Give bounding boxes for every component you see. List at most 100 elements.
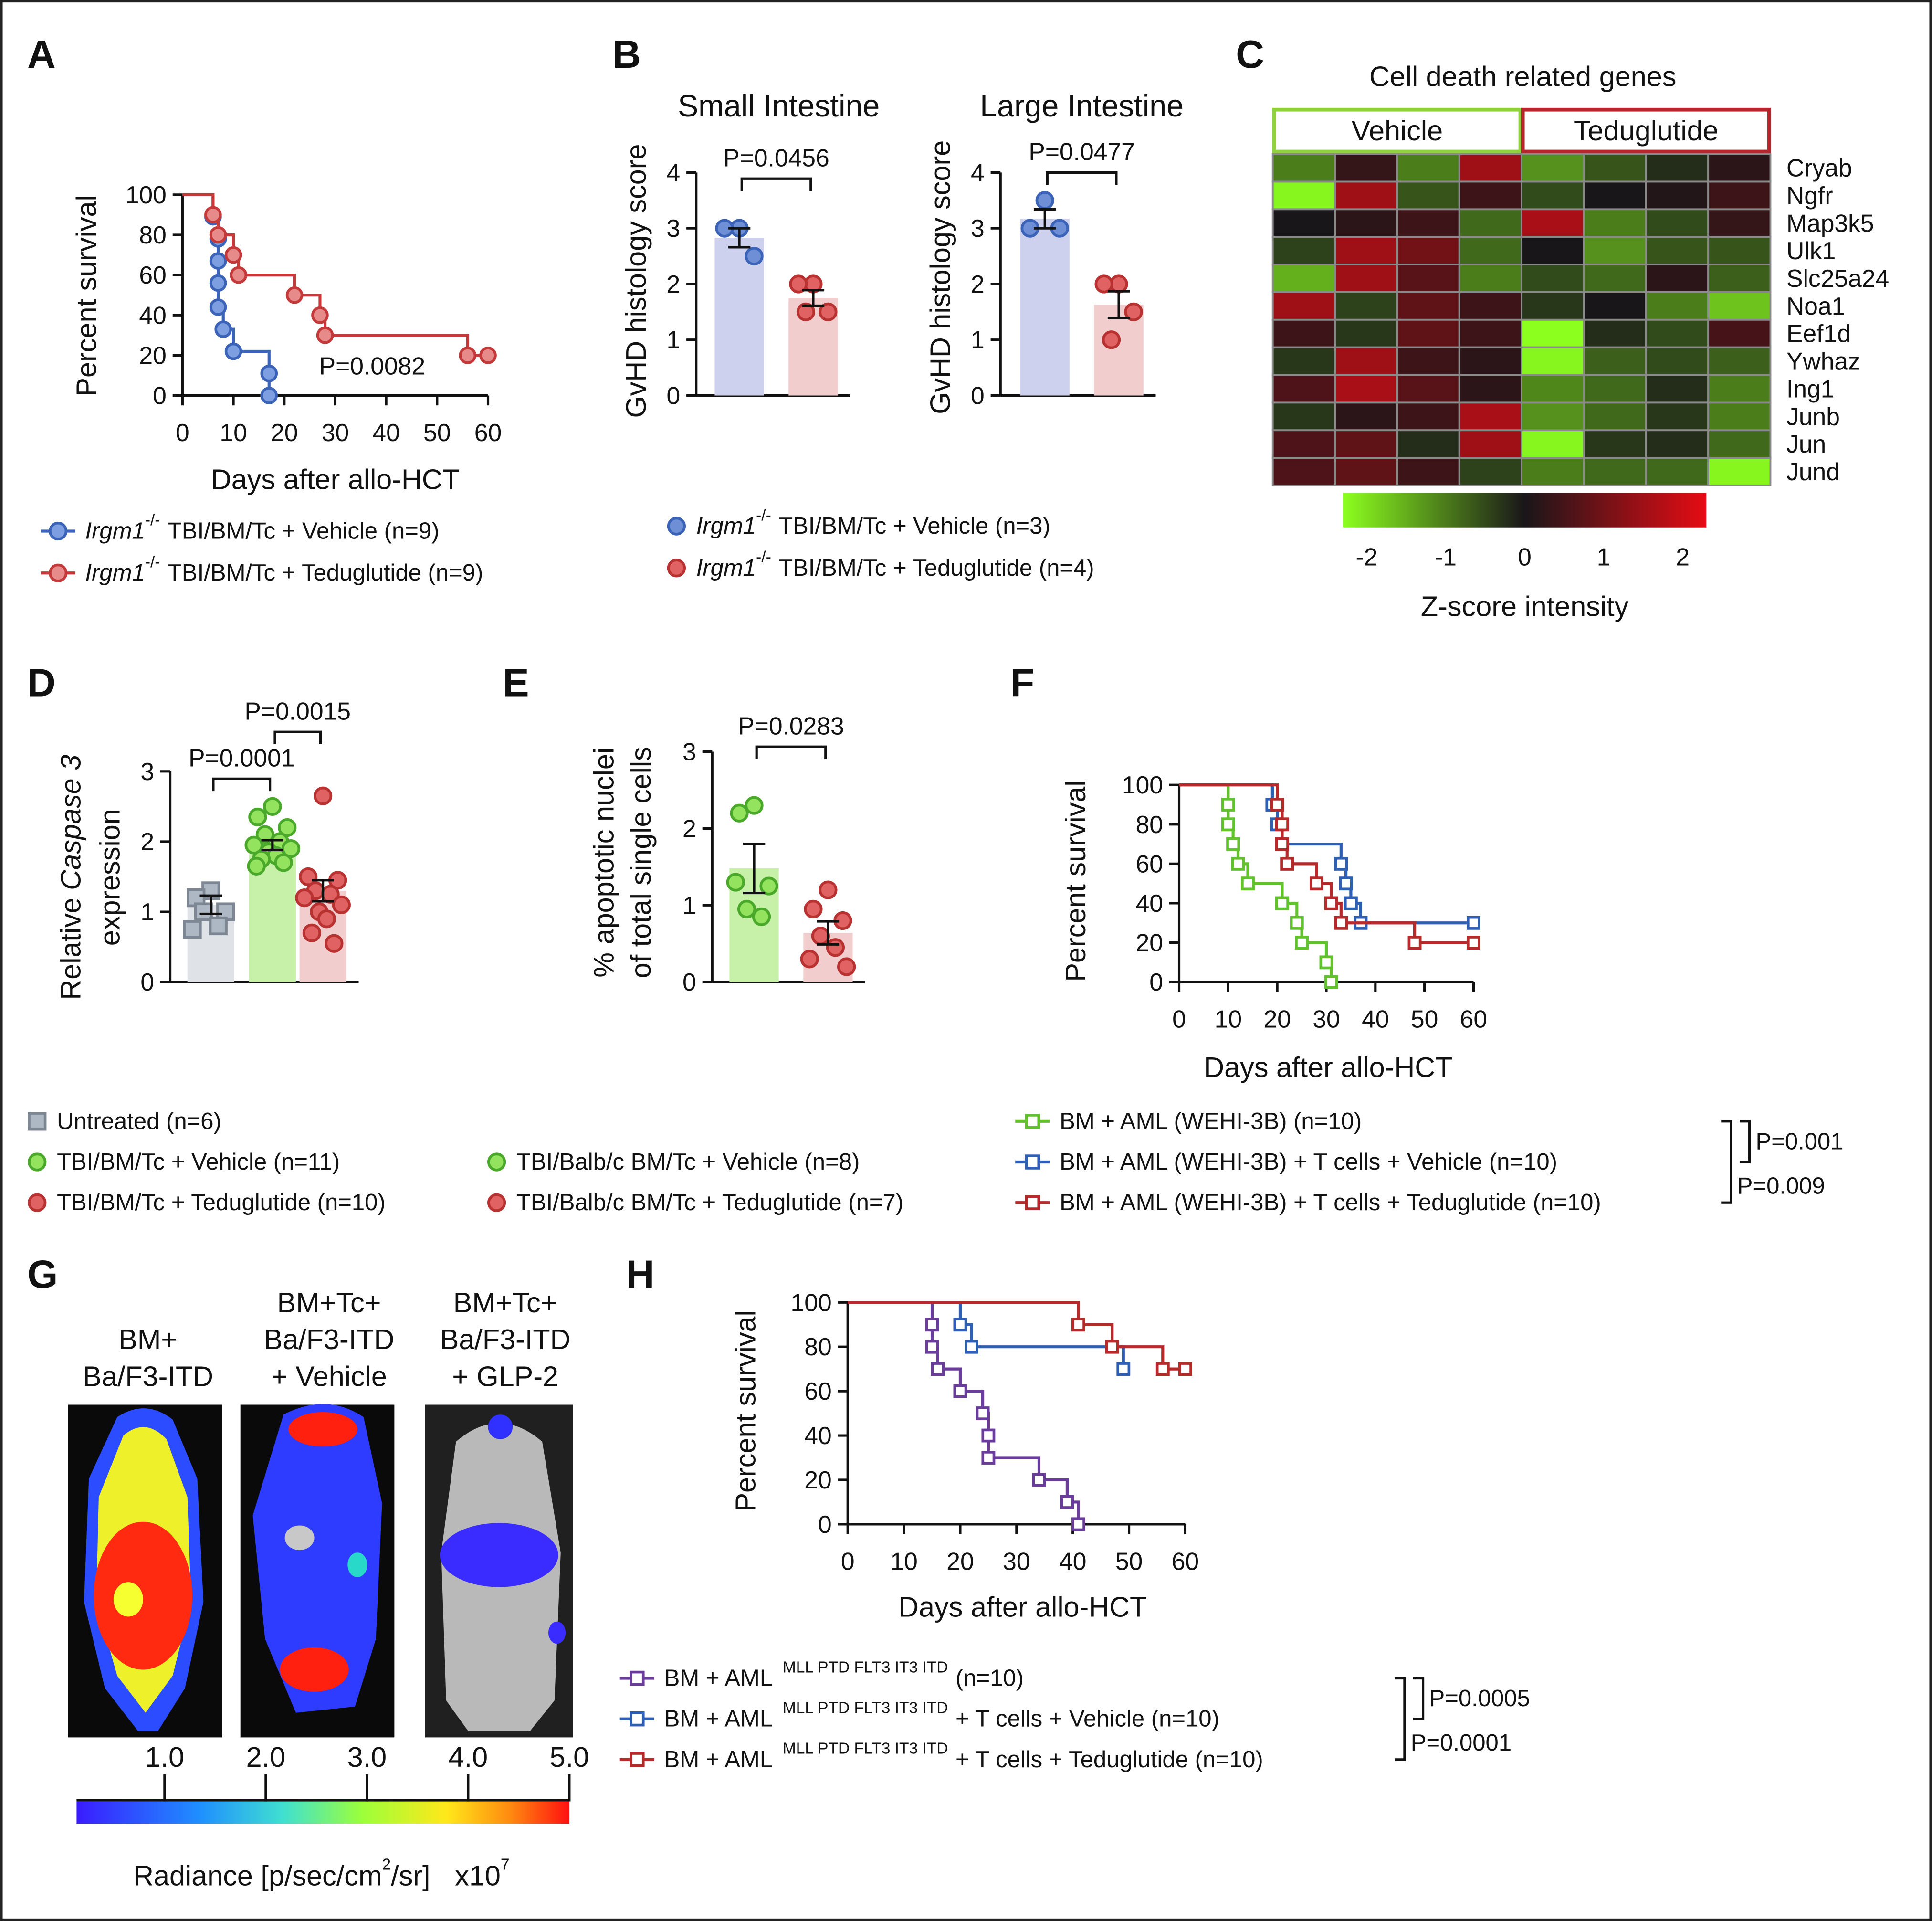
legend-label: Irgm1-/- TBI/BM/Tc + Teduglutide (n=4) (696, 548, 1094, 581)
y-tick-label: 20 (804, 1466, 831, 1494)
chart-title: Large Intestine (980, 89, 1184, 123)
survival-marker (976, 1406, 990, 1421)
heatmap-cell (1583, 264, 1647, 293)
heatmap-cell (1396, 318, 1460, 348)
data-point (209, 916, 228, 936)
row-label: Ywhaz (1786, 348, 1860, 375)
survival-marker (224, 342, 242, 360)
panel-letter: A (27, 32, 56, 76)
heatmap-cell (1521, 401, 1585, 432)
p-value: P=0.0456 (723, 144, 829, 171)
column-group-label: Teduglutide (1574, 115, 1719, 147)
p-value: P=0.0283 (738, 712, 844, 739)
text-part: Untreated (n=6) (57, 1108, 221, 1134)
y-tick-label: 3 (666, 214, 680, 242)
step-segment (960, 1390, 985, 1414)
survival-curve (182, 193, 497, 364)
x-tick-label: 50 (423, 419, 451, 446)
x-tick-label: 50 (1411, 1005, 1438, 1033)
colorbar-label: Radiance [p/sec/cm2/sr] x107 (133, 1856, 509, 1891)
heatmap-cell (1583, 401, 1647, 432)
heatmap-cell (1645, 457, 1710, 486)
colorbar-tick-label: 2 (1676, 543, 1690, 571)
heatmap-cell (1271, 346, 1336, 376)
heatmap-cell (1707, 429, 1772, 459)
text-part: Irgm1 (696, 513, 756, 539)
row-label: Ing1 (1786, 375, 1834, 402)
x-tick-label: 30 (1312, 1005, 1340, 1033)
legend-label: Untreated (n=6) (57, 1108, 221, 1134)
mouse-signal (488, 1414, 513, 1439)
bracket (1395, 1677, 1406, 1761)
y-axis-label: Percent survival (729, 1310, 761, 1511)
heatmap-cell (1583, 374, 1647, 404)
text-part: TBI/BM/Tc + Teduglutide (n=4) (778, 555, 1094, 581)
text-part: TBI/Balb/c BM/Tc + Vehicle (n=8) (516, 1149, 860, 1175)
legend-marker (28, 1112, 47, 1131)
heatmap-cell (1396, 401, 1460, 432)
text-part: Irgm1 (696, 555, 756, 581)
legend-marker (1025, 1154, 1040, 1170)
data-point (745, 796, 764, 815)
row-label: Eef1d (1786, 320, 1851, 348)
heatmap-cell (1334, 153, 1398, 183)
heatmap-cell (1334, 208, 1398, 238)
data-point (819, 880, 838, 899)
heatmap-cell (1396, 208, 1460, 238)
data-point (737, 899, 756, 918)
heatmap-cell (1334, 429, 1398, 459)
row-label: Jun (1786, 430, 1826, 458)
text-part: BM + AML (WEHI-3B) (n=10) (1060, 1108, 1362, 1134)
heatmap-cell (1334, 346, 1398, 376)
bracket (1739, 1120, 1751, 1163)
x-axis-label: Days after allo-HCT (898, 1591, 1147, 1623)
survival-marker (316, 327, 334, 344)
text-part: TBI/BM/Tc + Vehicle (n=9) (168, 518, 440, 544)
y-tick-label: 80 (1136, 811, 1163, 838)
heatmap-cell (1458, 264, 1523, 293)
y-tick-label: 3 (682, 738, 696, 765)
survival-curve (1179, 783, 1338, 989)
x-tick-label: 60 (1172, 1547, 1199, 1575)
y-tick-label: 0 (971, 382, 985, 410)
y-axis-label: GvHD histology score (924, 140, 956, 414)
heatmap-cell (1583, 208, 1647, 238)
survival-marker (204, 206, 222, 224)
survival-marker (1275, 837, 1289, 851)
data-point (314, 786, 333, 805)
heatmap-cell (1583, 291, 1647, 321)
legend-label: Irgm1-/- TBI/BM/Tc + Vehicle (n=9) (85, 511, 439, 544)
y-tick-label: 3 (971, 214, 985, 242)
heatmap-cell (1645, 291, 1710, 321)
survival-marker (1105, 1340, 1119, 1354)
x-tick-label: 0 (176, 419, 189, 446)
survival-marker (981, 1428, 996, 1443)
y-tick-label: 4 (666, 158, 680, 186)
panel-letter: F (1010, 660, 1034, 705)
heatmap-cell (1707, 208, 1772, 238)
y-tick-label: 60 (139, 261, 166, 289)
row-label: Cryab (1786, 154, 1852, 182)
heatmap-cell (1271, 180, 1336, 211)
step-segment (1039, 1478, 1069, 1502)
heatmap-cell (1707, 264, 1772, 293)
data-point (759, 876, 778, 896)
column-label: BM+Tc+ (453, 1287, 557, 1319)
heatmap-cell (1271, 318, 1336, 348)
heatmap-cell (1458, 153, 1523, 183)
survival-marker (1344, 896, 1358, 910)
data-point (826, 938, 845, 957)
heatmap-cell (1271, 401, 1336, 432)
mouse-signal (548, 1621, 566, 1644)
survival-marker (1324, 896, 1338, 910)
data-point (278, 818, 297, 837)
data-point (1035, 191, 1054, 210)
row-label: Jund (1786, 458, 1840, 486)
column-group-box (1521, 107, 1771, 154)
data-point (281, 839, 301, 858)
x-tick-label: 20 (1263, 1005, 1291, 1033)
x-tick-label: 0 (1172, 1005, 1186, 1033)
heatmap-cell (1583, 180, 1647, 211)
legend-label: BM + AML MLL PTD FLT3 IT3 ITD + T cells + … (664, 1699, 1219, 1732)
